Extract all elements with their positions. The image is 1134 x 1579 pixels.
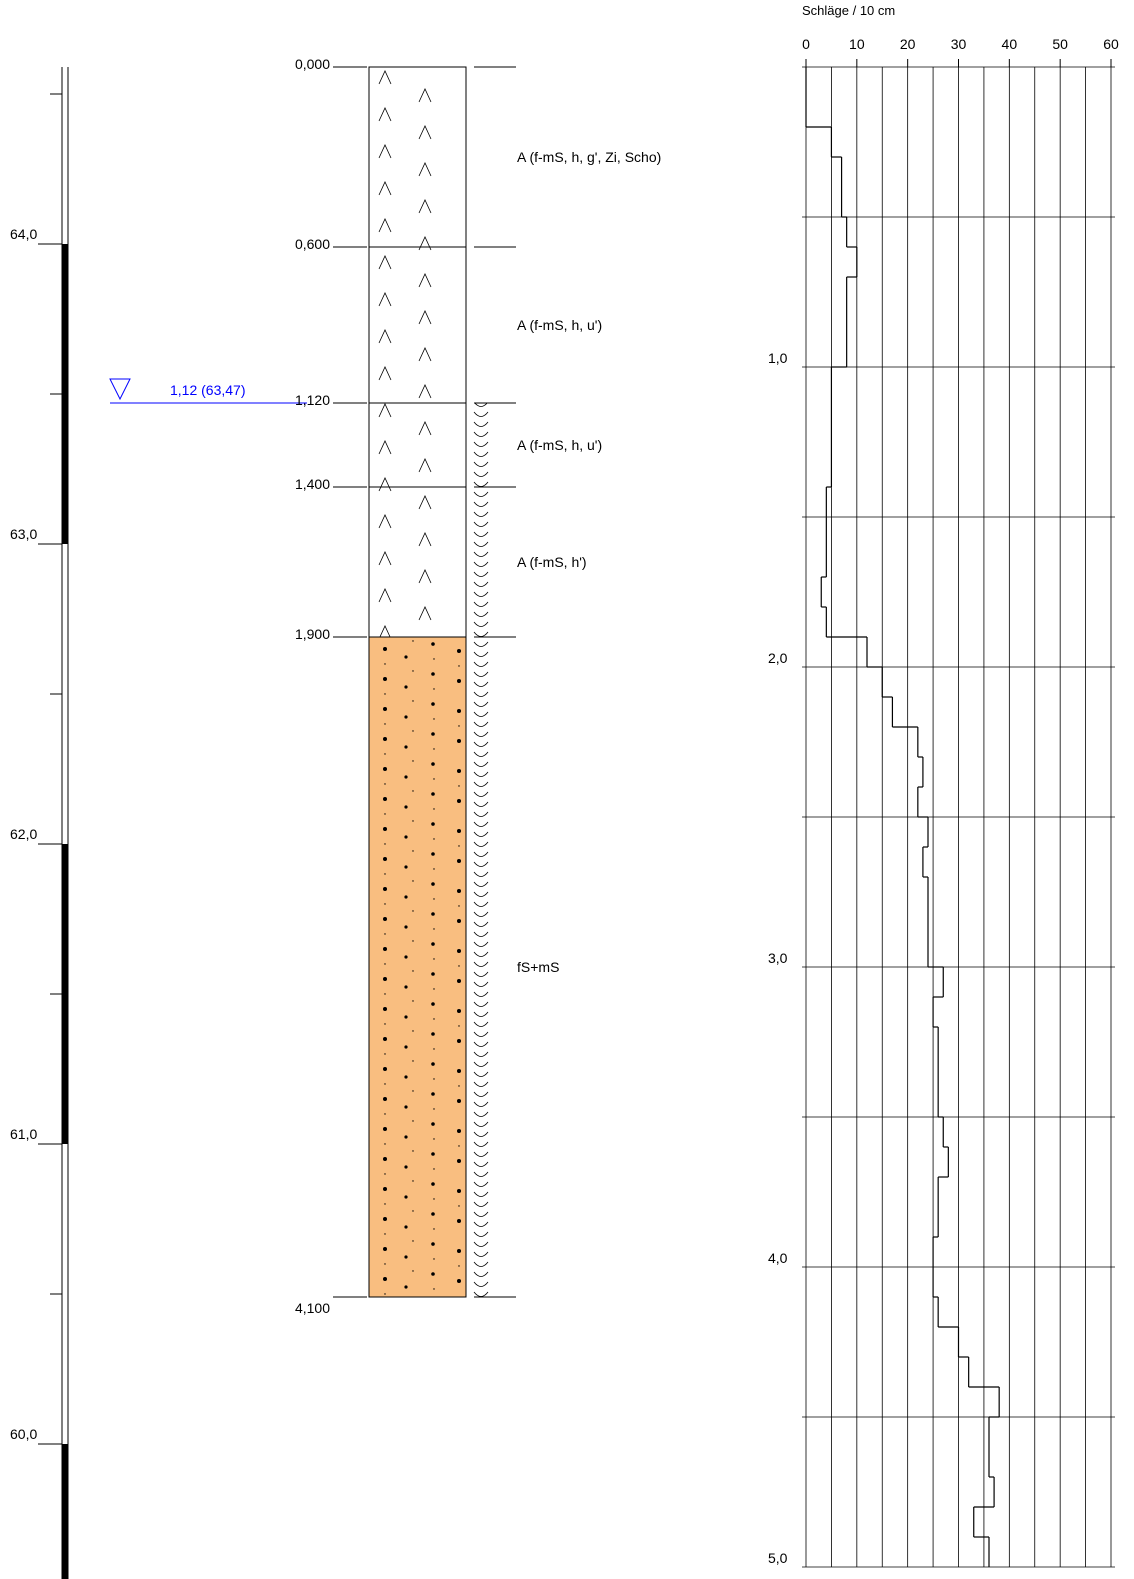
layer-description: A (f-mS, h') (517, 554, 587, 570)
depth-label: 4,100 (295, 1300, 330, 1316)
x-tick-label: 40 (1002, 36, 1018, 52)
depth-label: 1,900 (295, 626, 330, 642)
y-tick-label: 4,0 (768, 1250, 788, 1266)
wet-symbol (472, 403, 490, 1297)
water-symbol (109, 378, 131, 401)
layer-description: A (f-mS, h, g', Zi, Scho) (517, 149, 661, 165)
soil-pattern (368, 402, 467, 488)
elevation-bar (62, 1444, 68, 1579)
chart-title: Schläge / 10 cm (802, 3, 895, 18)
elevation-label: 61,0 (10, 1126, 37, 1142)
x-tick-label: 60 (1103, 36, 1119, 52)
elevation-bar (62, 244, 68, 544)
y-tick-label: 1,0 (768, 350, 788, 366)
elevation-bar (62, 844, 68, 1144)
depth-label: 1,400 (295, 476, 330, 492)
soil-pattern (368, 486, 467, 638)
x-tick-label: 30 (951, 36, 967, 52)
soil-pattern (368, 66, 467, 248)
depth-label: 1,120 (295, 392, 330, 408)
layer-description: A (f-mS, h, u') (517, 437, 602, 453)
layer-description: fS+mS (517, 959, 559, 975)
x-tick-label: 0 (802, 36, 810, 52)
x-tick-label: 10 (849, 36, 865, 52)
x-tick-label: 20 (900, 36, 916, 52)
x-tick-label: 50 (1052, 36, 1068, 52)
y-tick-label: 3,0 (768, 950, 788, 966)
layer-description: A (f-mS, h, u') (517, 317, 602, 333)
elevation-label: 64,0 (10, 226, 37, 242)
soil-pattern (368, 246, 467, 404)
elevation-label: 63,0 (10, 526, 37, 542)
soil-pattern (368, 636, 467, 1298)
elevation-label: 62,0 (10, 826, 37, 842)
y-tick-label: 2,0 (768, 650, 788, 666)
water-label: 1,12 (63,47) (170, 382, 246, 398)
depth-label: 0,600 (295, 236, 330, 252)
depth-label: 0,000 (295, 56, 330, 72)
elevation-label: 60,0 (10, 1426, 37, 1442)
y-tick-label: 5,0 (768, 1550, 788, 1566)
